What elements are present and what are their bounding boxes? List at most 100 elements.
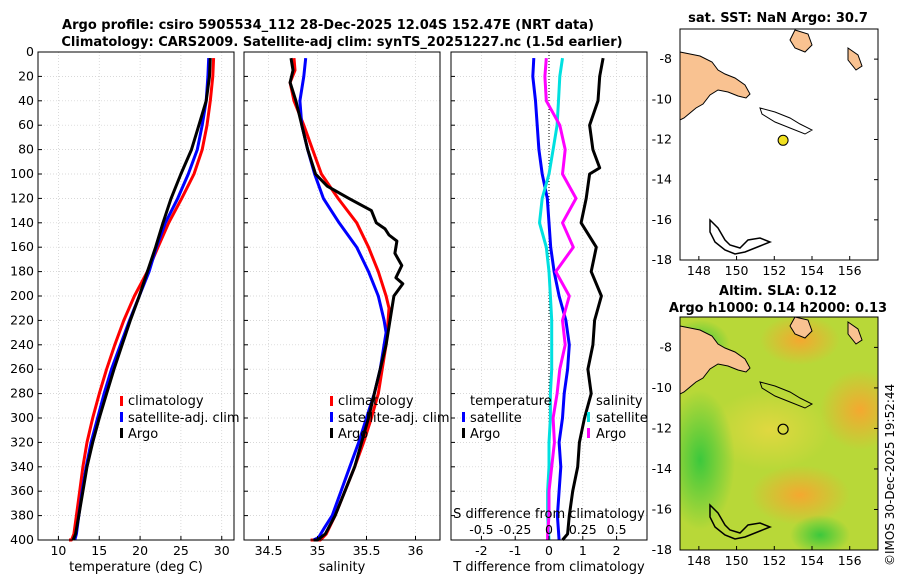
legend-title-temperature: temperature [470, 394, 552, 409]
sla-land-bougainville [847, 321, 863, 345]
sla-blob-orange-north [760, 317, 840, 365]
figure-title-line1: Argo profile: csiro 5905534_112 28-Dec-2… [62, 18, 594, 33]
sst-map-title: sat. SST: NaN Argo: 30.7 [688, 11, 868, 26]
land-cape-york [709, 218, 773, 255]
xtick-top-label-2: 0 [545, 522, 553, 537]
series-line-climatology [69, 58, 216, 542]
map-ytick-label--14: -14 [652, 461, 672, 476]
xtick-label-10: 10 [50, 543, 66, 558]
land-new-britain [789, 29, 813, 53]
legend-title-salinity: salinity [596, 394, 643, 409]
salinity-legend: climatology satellite-adj. clim Argo [330, 394, 450, 442]
ytick-label-180: 180 [10, 264, 34, 279]
xtick-label-0: 0 [545, 543, 553, 558]
difference-panel: -2 -1 0 1 2 -0.5 -0.25 0 0.25 0.5 T difference fr… [450, 51, 648, 575]
ytick-label-200: 200 [10, 288, 34, 303]
xtick-label--1: -1 [509, 543, 521, 558]
salinity-xlabel: salinity [319, 560, 366, 575]
series-line-climatology [288, 57, 391, 542]
temperature-ticks: 0 20 40 60 80 100 120 140 160 180 200 220 240 260 280 3… [10, 44, 230, 558]
series-line-t-satellite [531, 58, 571, 541]
xtick-label-30: 30 [214, 543, 230, 558]
sla-blob-green-west [680, 390, 735, 530]
sla-map-panel: Altim. SLA: 0.12 Argo h1000: 0.14 h2000:… [652, 284, 888, 568]
series-line-s-argo [543, 57, 578, 540]
map-ytick-label--18: -18 [652, 252, 672, 267]
series-line-s-satellite [538, 57, 564, 541]
legend-swatch-s-argo [587, 428, 590, 438]
legend-label-climatology-s: climatology [338, 394, 414, 409]
land-new-guinea [679, 51, 751, 121]
sst-map-land [679, 29, 863, 255]
sla-map-field [680, 317, 878, 550]
xtick-label-25: 25 [173, 543, 189, 558]
map-ytick-label--10: -10 [652, 91, 672, 106]
legend-label-t-satellite: satellite [470, 411, 522, 426]
legend-label-satellite-s: satellite-adj. clim [338, 411, 450, 426]
map-ytick-label--16: -16 [652, 501, 672, 516]
xtick-top-label-0: -0.5 [469, 522, 493, 537]
legend-swatch-s-satellite [587, 412, 590, 422]
ytick-label-20: 20 [18, 68, 34, 83]
legend-swatch-climatology-s [330, 396, 333, 406]
sst-map-frame [679, 28, 879, 261]
sst-argo-marker [777, 134, 789, 146]
salinity-ticks: 34.5 35 35.5 36 [244, 51, 423, 558]
sla-map-title-line2: Argo h1000: 0.14 h2000: 0.13 [669, 301, 887, 316]
temperature-xlabel: temperature (deg C) [69, 560, 203, 575]
map-xtick-label-156: 156 [838, 553, 862, 568]
series-line-satellite-adj-clim [73, 58, 211, 541]
ytick-label-60: 60 [18, 117, 34, 132]
map-xtick-label-150: 150 [725, 263, 749, 278]
map-ytick-label--10: -10 [652, 380, 672, 395]
temperature-panel: 0 20 40 60 80 100 120 140 160 180 200 220 240 260 280 3… [10, 44, 239, 575]
legend-label-satellite: satellite-adj. clim [128, 411, 240, 426]
legend-label-t-argo: Argo [470, 427, 500, 442]
sla-argo-marker [777, 423, 789, 435]
salinity-lines [288, 57, 405, 542]
difference-lines [531, 57, 605, 541]
sla-map-frame [679, 316, 879, 551]
ytick-label-320: 320 [10, 434, 34, 449]
legend-swatch-climatology [120, 396, 123, 406]
ytick-label-380: 380 [10, 508, 34, 523]
legend-swatch-t-satellite [462, 412, 465, 422]
legend-swatch-argo-s [330, 428, 333, 438]
ytick-label-360: 360 [10, 483, 34, 498]
temperature-lines [69, 58, 216, 542]
ytick-label-220: 220 [10, 312, 34, 327]
xtick-top-label-4: 0.5 [607, 522, 627, 537]
salinity-panel: 34.5 35 35.5 36 salinity climatology satell… [243, 51, 450, 575]
land-louisiade [759, 107, 814, 135]
xtick-label-35.5: 35.5 [353, 543, 381, 558]
series-line-satellite-adj-clim [298, 57, 388, 542]
ytick-label-400: 400 [10, 532, 34, 547]
ytick-label-0: 0 [26, 44, 34, 59]
imos-watermark: ©IMOS 30-Dec-2025 19:52:44 [883, 384, 897, 566]
sst-map-ticks: 148 150 152 154 156 -18 -16 -14 -12 -10 -8 [652, 51, 878, 278]
legend-label-argo: Argo [128, 427, 158, 442]
xtick-label-15: 15 [91, 543, 107, 558]
map-ytick-label--8: -8 [660, 339, 673, 354]
series-line-argo [288, 57, 405, 542]
ytick-label-280: 280 [10, 386, 34, 401]
legend-label-climatology: climatology [128, 394, 204, 409]
ytick-label-340: 340 [10, 459, 34, 474]
ytick-label-120: 120 [10, 190, 34, 205]
temperature-legend: climatology satellite-adj. clim Argo [120, 394, 240, 442]
sla-land-new-guinea [680, 325, 751, 395]
map-xtick-label-154: 154 [800, 263, 824, 278]
legend-swatch-t-argo [462, 428, 465, 438]
map-xtick-label-156: 156 [838, 263, 862, 278]
sla-map-title-line1: Altim. SLA: 0.12 [719, 284, 837, 299]
difference-legend: temperature salinity satellite Argo sate… [462, 394, 648, 442]
ytick-label-100: 100 [10, 166, 34, 181]
ytick-label-260: 260 [10, 361, 34, 376]
xtick-label-34.5: 34.5 [255, 543, 283, 558]
ytick-label-160: 160 [10, 239, 34, 254]
legend-swatch-satellite-s [330, 412, 333, 422]
map-xtick-label-152: 152 [762, 263, 786, 278]
xtick-label-2: 2 [613, 543, 621, 558]
series-line-argo [71, 58, 212, 541]
